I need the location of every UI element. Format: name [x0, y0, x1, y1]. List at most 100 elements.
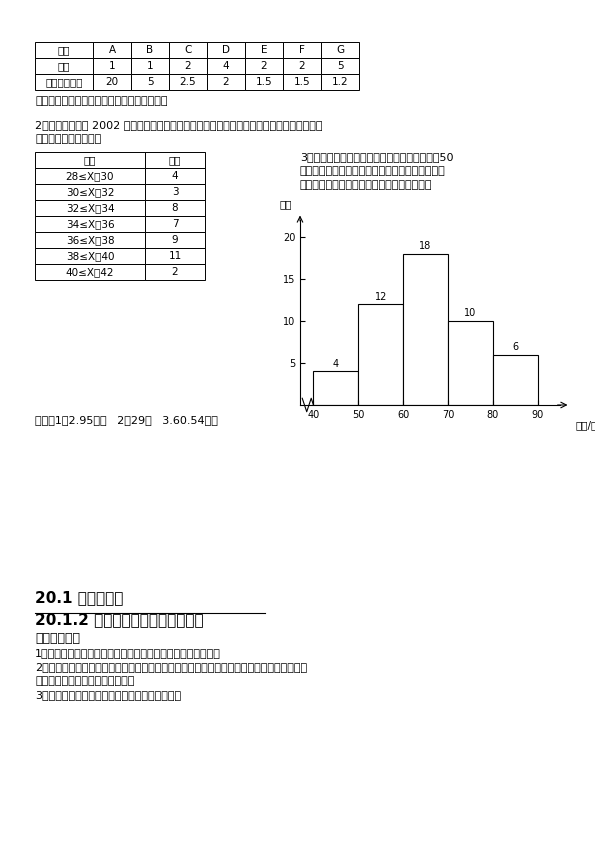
Text: 该公司每人所创年利润的平均数是多少万元？: 该公司每人所创年利润的平均数是多少万元？ — [35, 96, 168, 106]
Text: D: D — [222, 45, 230, 55]
Text: 4: 4 — [172, 171, 178, 181]
Bar — [93, 74, 131, 90]
Text: 2: 2 — [261, 61, 267, 71]
Bar — [169, 42, 207, 58]
Text: G: G — [336, 45, 344, 55]
Bar — [403, 253, 448, 405]
Bar — [35, 232, 145, 248]
Bar — [493, 354, 538, 405]
Bar — [35, 216, 145, 232]
Bar — [207, 74, 245, 90]
Bar — [314, 371, 358, 405]
Text: 40≤X＜42: 40≤X＜42 — [66, 267, 114, 277]
Text: 个居民区进行了噪音（单位：分贝）水平的调查，: 个居民区进行了噪音（单位：分贝）水平的调查， — [300, 166, 446, 176]
Text: B: B — [146, 45, 154, 55]
Bar — [145, 232, 205, 248]
Text: 1: 1 — [147, 61, 154, 71]
Text: 1、认识中位数和众数，并会求出一组数据中的众数和中位数。: 1、认识中位数和众数，并会求出一组数据中的众数和中位数。 — [35, 648, 221, 658]
Bar — [145, 152, 205, 168]
Bar — [358, 304, 403, 405]
Text: 30≤X＜32: 30≤X＜32 — [66, 187, 114, 197]
Text: 11: 11 — [168, 251, 181, 261]
Bar — [145, 216, 205, 232]
Bar — [35, 168, 145, 184]
Bar — [169, 58, 207, 74]
Bar — [448, 321, 493, 405]
Text: 2、下表是截至到 2002 年费尔茨奖得主获奖时的年龄，根据表格中的信息计算获费尔茨奖得: 2、下表是截至到 2002 年费尔茨奖得主获奖时的年龄，根据表格中的信息计算获费… — [35, 120, 322, 130]
Bar — [35, 74, 93, 90]
Text: 20.1.2 中位数和众数（第一课时）: 20.1.2 中位数和众数（第一课时） — [35, 612, 203, 627]
Text: 32≤X＜34: 32≤X＜34 — [65, 203, 114, 213]
Bar — [321, 58, 359, 74]
Bar — [35, 264, 145, 280]
Text: 人数: 人数 — [58, 61, 70, 71]
Bar — [35, 184, 145, 200]
Text: 们在实际问题中分析并做出决策。: 们在实际问题中分析并做出决策。 — [35, 676, 134, 686]
Bar — [145, 200, 205, 216]
Bar — [283, 74, 321, 90]
Bar — [145, 248, 205, 264]
Text: 一、教学目标: 一、教学目标 — [35, 632, 80, 645]
Bar — [321, 74, 359, 90]
Text: 1.5: 1.5 — [256, 77, 273, 87]
Text: 年龄: 年龄 — [84, 155, 96, 165]
Text: 结果如下图，求每个小区噪音的平均分贝数。: 结果如下图，求每个小区噪音的平均分贝数。 — [300, 180, 433, 190]
Bar — [131, 74, 169, 90]
Text: 2、理解中位数和众数的意义和作用。它们也是数据代表，可以反映一定的数据信息，帮助人: 2、理解中位数和众数的意义和作用。它们也是数据代表，可以反映一定的数据信息，帮助… — [35, 662, 307, 672]
Text: 4: 4 — [223, 61, 229, 71]
Text: 7: 7 — [172, 219, 178, 229]
Text: 9: 9 — [172, 235, 178, 245]
Text: 3、为调查居民生活环境质量，环保局对所辖的50: 3、为调查居民生活环境质量，环保局对所辖的50 — [300, 152, 453, 162]
Text: 8: 8 — [172, 203, 178, 213]
Bar — [321, 42, 359, 58]
Text: 12: 12 — [374, 291, 387, 301]
Bar — [245, 42, 283, 58]
Bar — [35, 248, 145, 264]
Text: 3: 3 — [172, 187, 178, 197]
Bar — [35, 42, 93, 58]
Text: 每人创得利润: 每人创得利润 — [45, 77, 83, 87]
Bar — [145, 168, 205, 184]
Text: 20: 20 — [105, 77, 118, 87]
Bar — [283, 58, 321, 74]
Text: 34≤X＜36: 34≤X＜36 — [65, 219, 114, 229]
Bar — [283, 42, 321, 58]
Text: 38≤X＜40: 38≤X＜40 — [66, 251, 114, 261]
Text: 1.5: 1.5 — [294, 77, 311, 87]
Text: 2: 2 — [184, 61, 192, 71]
Bar — [93, 42, 131, 58]
Text: 1: 1 — [109, 61, 115, 71]
Text: 18: 18 — [419, 241, 431, 251]
Text: 2: 2 — [172, 267, 178, 277]
Bar — [145, 264, 205, 280]
Text: 20.1 数据的代表: 20.1 数据的代表 — [35, 590, 123, 605]
Bar — [35, 58, 93, 74]
Bar — [169, 74, 207, 90]
Text: 答案：1约2.95万元   2约29岁   3.60.54分贝: 答案：1约2.95万元 2约29岁 3.60.54分贝 — [35, 415, 218, 425]
Text: 主获奖时的平均年龄？: 主获奖时的平均年龄？ — [35, 134, 101, 144]
Text: 5: 5 — [147, 77, 154, 87]
Text: 1.2: 1.2 — [331, 77, 348, 87]
Text: C: C — [184, 45, 192, 55]
Text: 频数: 频数 — [169, 155, 181, 165]
Text: 4: 4 — [333, 359, 339, 369]
Bar — [93, 58, 131, 74]
Text: 2: 2 — [223, 77, 229, 87]
Bar — [145, 184, 205, 200]
Text: E: E — [261, 45, 267, 55]
Bar — [245, 58, 283, 74]
Text: 3、会利用中位数、众数分析数据信息做出决策。: 3、会利用中位数、众数分析数据信息做出决策。 — [35, 690, 181, 700]
Bar — [131, 42, 169, 58]
Text: A: A — [108, 45, 115, 55]
Bar — [207, 58, 245, 74]
Text: 2.5: 2.5 — [180, 77, 196, 87]
Text: 10: 10 — [464, 308, 477, 318]
Text: F: F — [299, 45, 305, 55]
Bar — [35, 200, 145, 216]
Bar — [245, 74, 283, 90]
Text: 部门: 部门 — [58, 45, 70, 55]
Text: 6: 6 — [512, 342, 518, 352]
Bar — [131, 58, 169, 74]
Bar — [207, 42, 245, 58]
Text: 2: 2 — [299, 61, 305, 71]
